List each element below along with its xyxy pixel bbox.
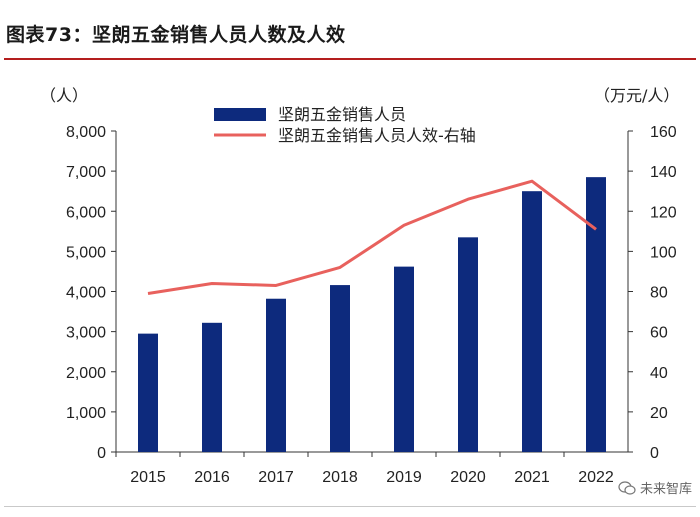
x-tick-label: 2017 (258, 469, 294, 486)
x-tick-label: 2021 (514, 469, 550, 486)
title-divider (4, 58, 696, 60)
bar-series (138, 177, 606, 453)
chart-axes: 0 1,000 2,000 3,000 4,000 5,000 6,000 7,000 8,00… (40, 86, 679, 486)
bar (458, 237, 478, 452)
x-tick-label: 2015 (130, 469, 166, 486)
y-left-tick-label: 8,000 (66, 124, 106, 141)
y-right-tick-label: 0 (650, 445, 659, 462)
line-series (147, 179, 597, 295)
y-left-tick-label: 2,000 (66, 365, 106, 382)
x-tick-label: 2019 (386, 469, 422, 486)
y-right-tick-label: 40 (650, 365, 668, 382)
y-left-tick-label: 3,000 (66, 325, 106, 342)
bar (266, 298, 286, 452)
y-right-tick-label: 140 (650, 164, 677, 181)
bar (586, 177, 606, 453)
bar (202, 322, 222, 452)
legend-bar-label: 坚朗五金销售人员 (278, 105, 406, 124)
y-right-tick-label: 20 (650, 405, 668, 422)
y-right-axis-label: （万元/人） (594, 86, 679, 105)
y-left-tick-label: 6,000 (66, 204, 106, 221)
bar (138, 333, 158, 452)
wechat-icon (618, 480, 636, 495)
watermark: 未来智库 (618, 478, 692, 497)
y-left-tick-label: 4,000 (66, 285, 106, 302)
bar (522, 191, 542, 452)
y-left-tick-label: 5,000 (66, 244, 106, 261)
y-left-axis-label: （人） (40, 86, 88, 105)
y-right-tick-label: 80 (650, 285, 668, 302)
x-tick-label: 2018 (322, 469, 358, 486)
page-title: 图表73：坚朗五金销售人员人数及人效 (6, 24, 346, 46)
x-tick-label: 2020 (450, 469, 486, 486)
y-left-tick-label: 0 (97, 445, 106, 462)
y-left-tick-label: 7,000 (66, 164, 106, 181)
x-tick-label: 2016 (194, 469, 230, 486)
y-right-tick-label: 120 (650, 204, 677, 221)
bottom-divider (4, 506, 696, 507)
x-tick-label: 2022 (578, 469, 614, 486)
watermark-text: 未来智库 (639, 482, 692, 497)
y-right-tick-label: 100 (650, 244, 677, 261)
legend-bar-swatch (214, 108, 266, 121)
y-right-tick-label: 60 (650, 325, 668, 342)
bar (394, 266, 414, 452)
legend-line-label: 坚朗五金销售人员人效-右轴 (278, 126, 476, 145)
y-left-tick-label: 1,000 (66, 405, 106, 422)
efficiency-line (147, 179, 597, 295)
bar (330, 285, 350, 452)
y-right-tick-label: 160 (650, 124, 677, 141)
